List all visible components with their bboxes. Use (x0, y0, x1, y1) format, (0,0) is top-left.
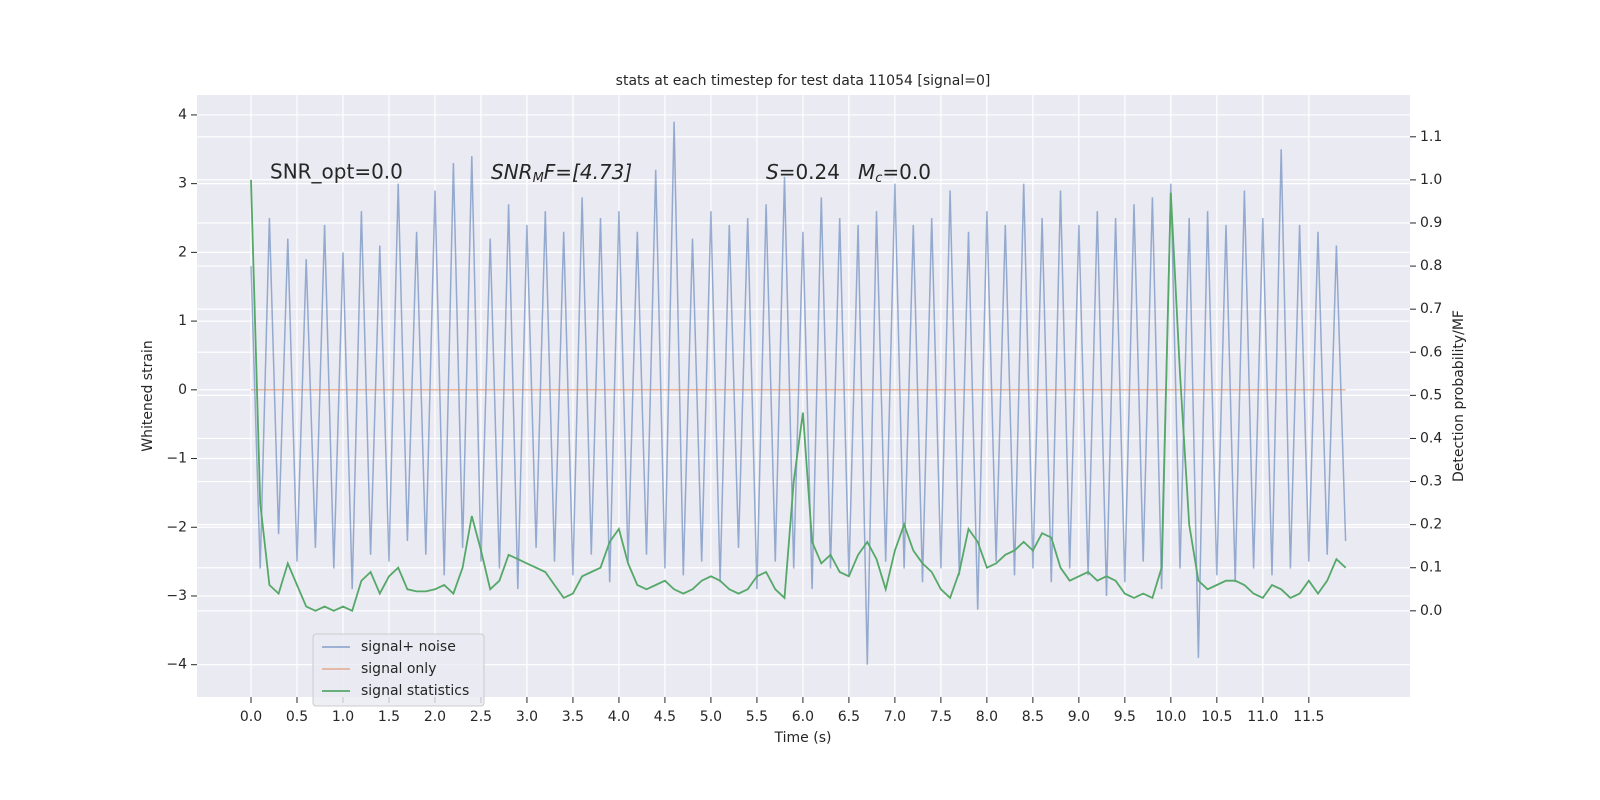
x-tick-label: 10.0 (1155, 709, 1186, 725)
y-tick-label: 1 (178, 313, 187, 329)
annotation: SNRMF=[4.73] (491, 160, 632, 186)
chart-title: stats at each timestep for test data 110… (616, 73, 991, 89)
y-axis-label: Whitened strain (140, 340, 156, 451)
legend-box (312, 633, 485, 707)
x-tick-label: 1.5 (378, 709, 400, 725)
x-tick-label: 8.0 (976, 709, 998, 725)
y-tick-label: −1 (166, 451, 187, 467)
annotation-part: =0.0 (882, 160, 931, 184)
legend: signal+ noise signal only signal statistic… (312, 633, 485, 707)
x-tick-label: 3.5 (562, 709, 584, 725)
x-tick-label: 6.0 (792, 709, 814, 725)
y2-tick-label: 0.2 (1420, 517, 1442, 533)
y-tick-label: 0 (178, 382, 187, 398)
y-tick-label: 2 (178, 244, 187, 260)
x-tick-label: 10.5 (1201, 709, 1232, 725)
x-tick-label: 11.0 (1247, 709, 1278, 725)
annotation-part: M (533, 171, 544, 186)
legend-label: signal statistics (361, 683, 469, 699)
legend-label: signal+ noise (361, 639, 456, 655)
series-line (250, 179, 1347, 613)
y2-tick-label: 1.1 (1420, 129, 1442, 145)
y2-tick-label: 1.0 (1420, 172, 1442, 188)
x-tick-label: 0.5 (286, 709, 308, 725)
y2-tick-label: 0.3 (1420, 474, 1442, 490)
x-tick-label: 5.0 (700, 709, 722, 725)
x-tick-label: 9.5 (1114, 709, 1136, 725)
lines (250, 121, 1347, 665)
legend-label: signal only (361, 661, 436, 677)
x-tick-label: 7.5 (930, 709, 952, 725)
annotation: S=0.24 Mc=0.0 (766, 160, 931, 186)
x-tick-label: 2.0 (424, 709, 446, 725)
x-tick-label: 3.0 (516, 709, 538, 725)
x-tick-label: 7.0 (884, 709, 906, 725)
y2-tick-label: 0.0 (1420, 603, 1442, 619)
y2-tick-label: 0.1 (1420, 560, 1442, 576)
x-tick-label: 1.0 (332, 709, 354, 725)
x-tick-label: 6.5 (838, 709, 860, 725)
y-tick-label: −3 (166, 588, 187, 604)
x-axis-label: Time (s) (774, 730, 832, 746)
x-tick-label: 2.5 (470, 709, 492, 725)
annotation-part: M (858, 160, 875, 184)
x-tick-label: 0.0 (240, 709, 262, 725)
y-tick-label: −2 (166, 519, 187, 535)
annotation-part: S (766, 160, 779, 184)
y2-tick-label: 0.7 (1420, 301, 1442, 317)
annotation-part: =0.24 (779, 160, 840, 184)
y-tick-label: 4 (178, 107, 187, 123)
grid (197, 95, 1410, 697)
y2-tick-label: 0.4 (1420, 430, 1442, 446)
y2-tick-label: 0.6 (1420, 344, 1442, 360)
annotation-part: SNR (491, 160, 533, 184)
y2-tick-label: 0.8 (1420, 258, 1442, 274)
y2-tick-label: 0.9 (1420, 215, 1442, 231)
annotation-part: c (875, 171, 882, 186)
x-tick-label: 9.0 (1068, 709, 1090, 725)
x-tick-label: 4.0 (608, 709, 630, 725)
y2-axis-label: Detection probability/MF (1451, 310, 1467, 482)
annotation-part: F=[4.73] (544, 160, 632, 184)
y-tick-label: −4 (166, 657, 187, 673)
axes: 0.0 0.5 1.0 1.5 2.0 2.5 3.0 3.5 4.0 4.5 5.0 5.5 6.0 6… (166, 107, 1442, 725)
x-tick-label: 11.5 (1293, 709, 1324, 725)
x-tick-label: 5.5 (746, 709, 768, 725)
annotation: SNR_opt=0.0 (270, 160, 403, 184)
y-tick-label: 3 (178, 176, 187, 192)
x-tick-label: 4.5 (654, 709, 676, 725)
y2-tick-label: 0.5 (1420, 387, 1442, 403)
x-tick-label: 8.5 (1022, 709, 1044, 725)
